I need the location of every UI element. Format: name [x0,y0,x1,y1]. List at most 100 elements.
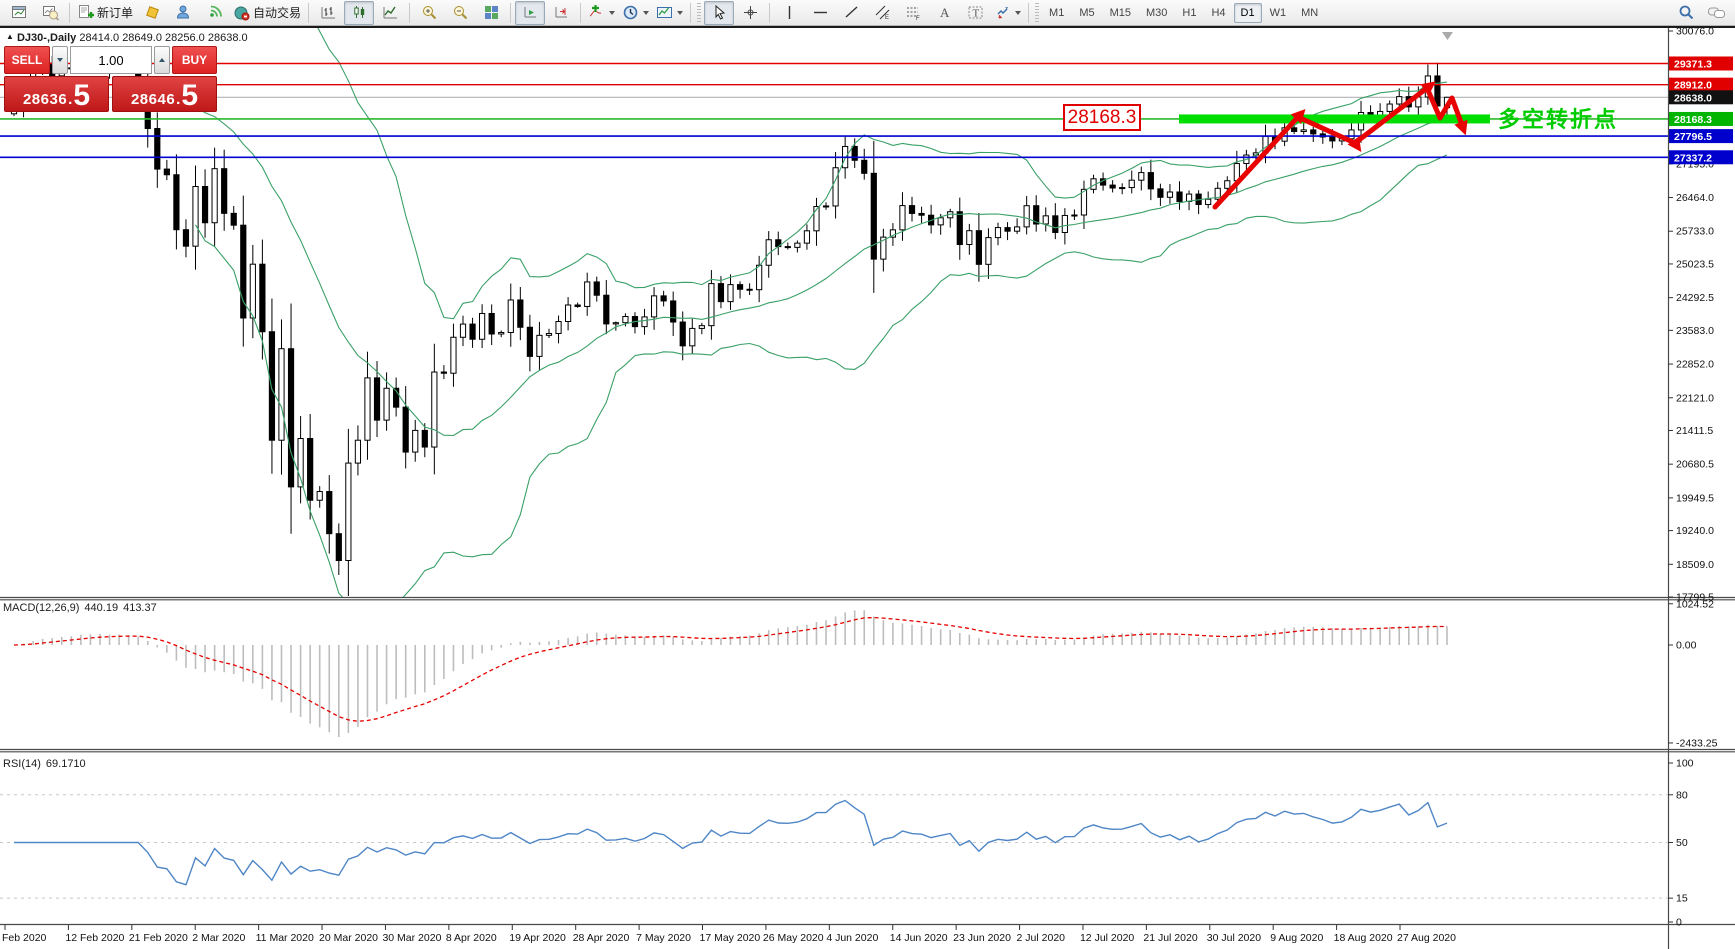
price-tag [1669,77,1733,92]
crosshair-button[interactable] [735,1,765,25]
sell-button[interactable]: SELL [4,46,50,74]
tf-h4-button[interactable]: H4 [1211,6,1226,19]
history-center-button[interactable] [35,1,65,25]
price-axis-label: 18509.0 [1676,559,1714,571]
buy-price-box[interactable]: 28646 . 5 [112,76,217,112]
vertical-line-button[interactable] [774,1,804,25]
toolbar-separator [580,2,582,23]
new-order-button[interactable]: 新订单 [74,1,136,25]
charts-window-button[interactable] [4,1,34,25]
bar-chart-button[interactable] [313,1,343,25]
price-axis-label: 24292.5 [1676,292,1714,304]
candlestick-chart-button[interactable] [344,0,375,25]
auto-scroll-button[interactable] [515,0,546,25]
line-chart-button[interactable] [375,1,405,25]
sell-price-dot: . [68,91,73,108]
tf-m15-button[interactable]: M15 [1109,6,1131,19]
signals-button[interactable] [199,1,229,25]
ohlc-high: 28649.0 [122,32,162,44]
vertical-line-icon [788,6,790,19]
annotation-text[interactable]: 多空转折点 [1498,107,1619,132]
chart-shift-button[interactable] [546,1,576,25]
toolbar-separator [1028,2,1030,23]
symbol-marker-icon: ▲ [6,32,14,41]
autotrade-button[interactable]: 自动交易 [230,1,304,25]
date-axis-label: 9 Aug 2020 [1270,932,1323,944]
toolbar-drag-handle[interactable] [1035,2,1040,23]
cursor-button[interactable] [704,0,735,25]
price-tag-label: 27796.5 [1674,131,1712,143]
community-button[interactable] [168,1,198,25]
text-label-button[interactable]: T [960,1,990,25]
chat-button[interactable] [1701,1,1731,25]
date-axis-label: 2 Mar 2020 [192,932,245,944]
horizontal-line-button[interactable] [805,1,835,25]
buy-price-dot: . [176,91,181,108]
tf-mn-button[interactable]: MN [1301,6,1319,19]
support-price-callout[interactable]: 28168.3 [1063,104,1141,131]
volume-input[interactable]: 1.00 [70,46,152,74]
new-order-label: 新订单 [97,6,134,20]
fibonacci-icon: F [906,7,920,21]
crosshair-icon [743,6,757,19]
search-button[interactable] [1671,1,1701,25]
tf-d1-button[interactable]: D1 [1233,2,1262,23]
tf-w1-button[interactable]: W1 [1269,6,1287,19]
rsi-value: 69.1710 [45,758,86,770]
zoom-in-button[interactable] [414,1,444,25]
tf-m30-button[interactable]: M30 [1146,6,1168,19]
trendline-button[interactable] [836,1,866,25]
buy-price-dec: 5 [181,79,199,112]
text-button[interactable]: A [929,1,959,25]
price-axis-label: 22852.0 [1676,359,1714,371]
periods-button[interactable] [619,1,652,25]
down-arrow-icon [57,58,63,62]
tf-m5-button[interactable]: M5 [1079,6,1095,19]
tf-m1-button[interactable]: M1 [1049,6,1065,19]
macd-label: MACD(12,26,9) 440.19 413.37 [3,602,157,614]
price-tag-label: 28168.3 [1674,114,1712,126]
chart-top-border [0,26,1735,28]
tf-h1-button[interactable]: H1 [1182,6,1197,19]
toolbar-drag-handle[interactable] [697,2,702,23]
buy-button[interactable]: BUY [172,46,217,74]
templates-button[interactable] [653,1,686,25]
indicators-button[interactable] [585,1,618,25]
tile-windows-button[interactable] [476,1,506,25]
periods-caret[interactable] [643,10,650,15]
chart-window[interactable]: 30076.0 27195.0 26464.0 25733.0 25023.5 24292… [0,26,1735,949]
toolbar-separator [69,2,70,23]
indicators-caret[interactable] [609,10,616,15]
price-axis-label: 20680.5 [1676,459,1714,471]
metaeditor-button[interactable] [137,1,167,25]
zoom-out-button[interactable] [445,1,475,25]
price-tag-label: 28638.0 [1674,92,1712,104]
bar-chart-icon [321,7,335,19]
price-tag [1669,56,1733,71]
price-axis-label: 17799.5 [1676,592,1714,604]
one-click-trading-panel: SELL 1.00 BUY 28636 . 5 28646 . 5 [4,46,217,112]
price-axis-label: 25023.5 [1676,258,1714,270]
arrows-caret[interactable] [1015,10,1022,15]
fibonacci-button[interactable]: F [898,1,928,25]
equidistant-channel-button[interactable]: E [867,1,897,25]
trend-arrowhead-icon [1290,108,1306,124]
up-arrow-icon [159,58,165,62]
volume-increase-button[interactable] [154,46,170,74]
volume-decrease-button[interactable] [52,46,68,74]
sell-price-dec: 5 [73,79,91,112]
sell-price-box[interactable]: 28636 . 5 [4,76,109,112]
chart-svg[interactable]: 30076.027195.026464.025733.025023.524292… [0,26,1735,949]
chart-shift-icon [555,7,567,18]
new-order-icon [79,5,94,18]
date-axis-label: 21 Feb 2020 [129,932,188,944]
templates-caret[interactable] [677,10,684,15]
arrows-button[interactable] [991,1,1024,25]
macd-main-value: 440.19 [84,602,119,614]
date-axis-label: 21 Jul 2020 [1143,932,1197,944]
price-tag-label: 29371.3 [1674,58,1712,70]
bollinger-bands [195,28,1448,597]
rsi-axis-label: 0 [1676,917,1682,929]
svg-text:A: A [940,5,950,20]
symbol-info-line: ▲ DJ30-,Daily 28414.0 28649.0 28256.0 28… [6,32,248,44]
